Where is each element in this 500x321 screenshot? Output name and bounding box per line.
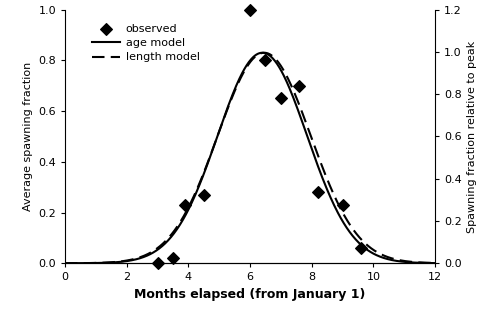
Legend: observed, age model, length model: observed, age model, length model: [89, 20, 203, 66]
age model: [263, 51, 269, 55]
observed: [277, 96, 285, 101]
length model: [240, 72, 246, 75]
length model: [366, 245, 372, 248]
observed: [314, 190, 322, 195]
observed: [262, 58, 270, 63]
age model: [432, 261, 438, 265]
Line: age model: age model: [65, 53, 435, 263]
age model: [62, 261, 68, 265]
observed: [181, 202, 189, 207]
age model: [283, 78, 289, 82]
observed: [296, 83, 304, 88]
length model: [238, 76, 244, 80]
age model: [259, 51, 265, 55]
length model: [283, 73, 289, 76]
observed: [357, 246, 365, 251]
age model: [366, 249, 372, 253]
age model: [238, 74, 244, 78]
observed: [338, 202, 346, 207]
length model: [263, 51, 269, 55]
length model: [432, 261, 438, 265]
X-axis label: Months elapsed (from January 1): Months elapsed (from January 1): [134, 288, 366, 301]
length model: [262, 51, 268, 55]
age model: [240, 70, 246, 74]
observed: [246, 7, 254, 12]
observed: [200, 192, 208, 197]
Y-axis label: Spawning fraction relative to peak: Spawning fraction relative to peak: [468, 40, 477, 232]
length model: [424, 261, 430, 265]
age model: [424, 261, 430, 265]
observed: [154, 261, 162, 266]
Y-axis label: Average spawning fraction: Average spawning fraction: [22, 62, 32, 211]
length model: [62, 261, 68, 265]
observed: [169, 256, 177, 261]
Line: length model: length model: [65, 53, 435, 263]
